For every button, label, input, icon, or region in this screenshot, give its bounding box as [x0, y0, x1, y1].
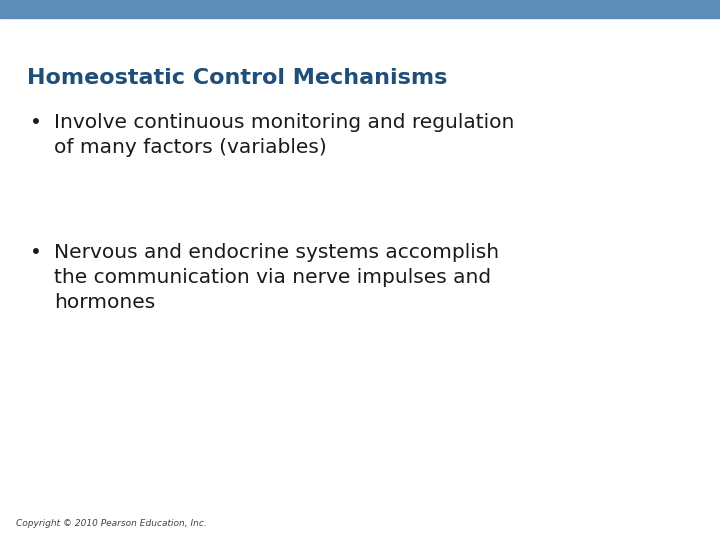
- Text: •: •: [30, 113, 42, 132]
- Text: Involve continuous monitoring and regulation
of many factors (variables): Involve continuous monitoring and regula…: [54, 113, 514, 157]
- Text: •: •: [30, 243, 42, 262]
- FancyBboxPatch shape: [0, 0, 720, 18]
- Text: Homeostatic Control Mechanisms: Homeostatic Control Mechanisms: [27, 68, 448, 87]
- Text: Copyright © 2010 Pearson Education, Inc.: Copyright © 2010 Pearson Education, Inc.: [16, 519, 207, 528]
- Text: Nervous and endocrine systems accomplish
the communication via nerve impulses an: Nervous and endocrine systems accomplish…: [54, 243, 499, 312]
